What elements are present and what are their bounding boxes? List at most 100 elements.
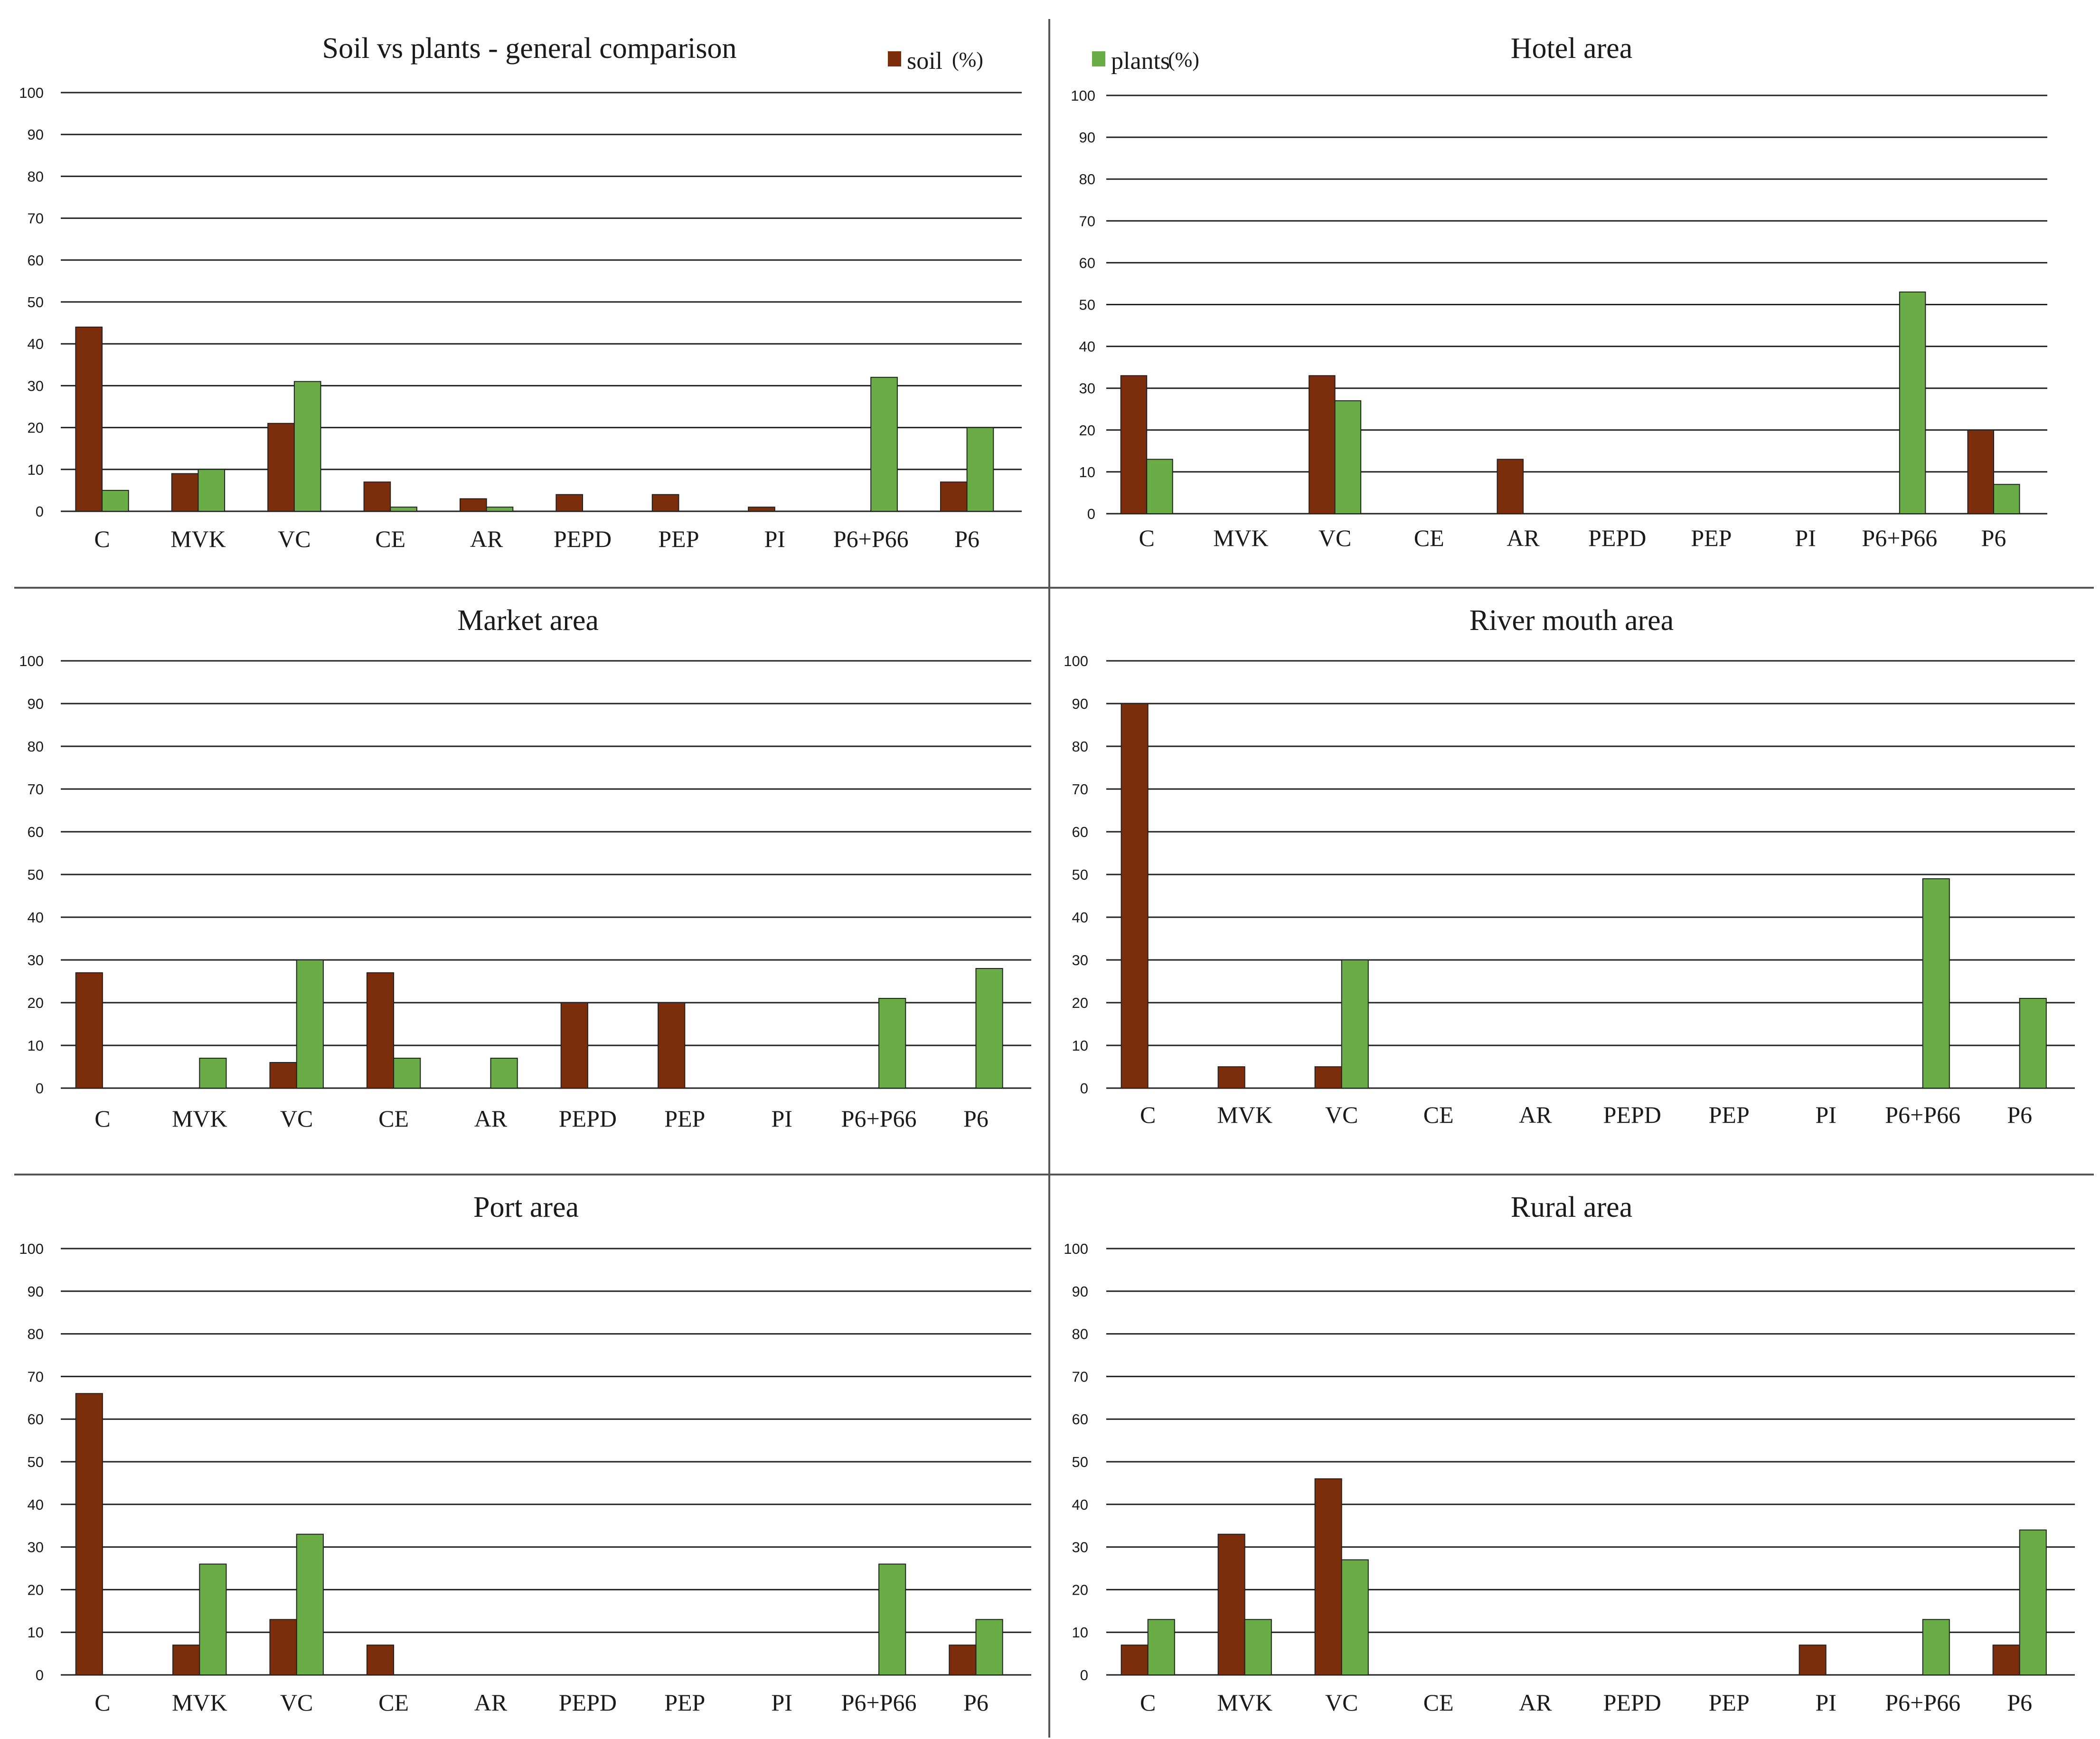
y-tick-label: 60 <box>28 1411 44 1428</box>
y-tick-label: 20 <box>28 1581 44 1598</box>
y-tick-label: 60 <box>28 824 44 840</box>
x-category-label: P6 <box>2007 1689 2032 1716</box>
plants-bar <box>486 507 514 512</box>
x-category-label: P6 <box>963 1105 989 1132</box>
y-tick-label: 100 <box>1064 1241 1088 1257</box>
x-category-label: C <box>1139 525 1155 551</box>
x-category-label: PEP <box>1709 1689 1750 1716</box>
soil-bar <box>1967 429 1995 514</box>
y-tick-label: 40 <box>1079 338 1095 355</box>
soil-bar <box>171 473 199 512</box>
soil-bar <box>651 494 679 512</box>
y-tick-label: 20 <box>28 995 44 1011</box>
y-tick-label: 70 <box>1072 781 1088 798</box>
x-category-label: PEPD <box>554 526 612 552</box>
y-tick-label: 80 <box>1079 171 1095 188</box>
x-category-label: MVK <box>172 1105 227 1132</box>
x-category-label: CE <box>378 1105 409 1132</box>
soil-bar <box>459 498 487 512</box>
x-category-label: MVK <box>1217 1689 1272 1716</box>
chart-panel: Hotel area 0 10 20 30 40 50 60 70 80 90 100 C MVK VC CE… <box>1071 32 2047 551</box>
soil-bar <box>1217 1533 1245 1675</box>
y-tick-label: 10 <box>28 1624 44 1641</box>
y-tick-label: 80 <box>1072 738 1088 755</box>
y-tick-label: 30 <box>1079 380 1095 397</box>
y-tick-label: 80 <box>28 1326 44 1343</box>
y-tick-label: 50 <box>28 294 44 310</box>
plants-bar <box>1993 484 2020 515</box>
x-category-label: P6+P66 <box>841 1689 917 1716</box>
chart-title: Market area <box>457 604 599 637</box>
chart-panel: Soil vs plants - general comparison 0 10 20… <box>19 32 1022 552</box>
x-category-label: AR <box>1519 1101 1552 1128</box>
chart-panel: Port area 0 10 20 30 40 50 60 70 80 90 100 C MVK VC CE A… <box>19 1191 1031 1716</box>
y-tick-label: 90 <box>28 1283 44 1300</box>
x-category-label: C <box>1140 1101 1156 1128</box>
soil-bar <box>1121 703 1149 1089</box>
y-tick-label: 10 <box>1072 1624 1088 1641</box>
y-tick-label: 40 <box>28 1496 44 1513</box>
plants-bar <box>1922 1619 1950 1676</box>
y-tick-label: 30 <box>1072 952 1088 968</box>
y-tick-label: 90 <box>28 696 44 712</box>
plants-bar <box>1334 400 1362 514</box>
x-category-label: PEPD <box>1588 525 1646 551</box>
x-category-label: PEP <box>664 1105 705 1132</box>
x-category-label: VC <box>280 1105 313 1132</box>
soil-bar <box>1309 375 1336 515</box>
x-category-label: P6+P66 <box>1885 1689 1960 1716</box>
x-category-label: CE <box>1423 1689 1454 1716</box>
y-tick-label: 40 <box>1072 1496 1088 1513</box>
soil-bar <box>748 507 775 512</box>
y-tick-label: 70 <box>28 1368 44 1385</box>
y-tick-label: 90 <box>1079 129 1095 146</box>
plants-bar <box>878 1563 906 1676</box>
x-category-label: AR <box>474 1105 508 1132</box>
chart-title: River mouth area <box>1469 604 1674 637</box>
soil-bar <box>269 1619 297 1676</box>
y-tick-label: 80 <box>1072 1326 1088 1343</box>
y-tick-label: 90 <box>1072 696 1088 712</box>
plants-bar <box>1922 878 1950 1089</box>
plants-bar <box>1341 959 1369 1089</box>
y-tick-label: 100 <box>19 85 44 101</box>
y-tick-label: 60 <box>1072 1411 1088 1428</box>
soil-bar <box>1992 1645 2020 1675</box>
x-category-label: PEPD <box>559 1689 617 1716</box>
x-category-label: P6 <box>963 1689 989 1716</box>
legend-soil-swatch <box>888 51 901 66</box>
soil-bar <box>363 481 391 512</box>
legend: soil (%) plants (%) <box>888 47 1199 75</box>
soil-bar <box>658 1002 686 1089</box>
legend-plants-unit: (%) <box>1168 48 1199 71</box>
x-category-label: PEP <box>664 1689 705 1716</box>
soil-bar <box>560 1002 588 1089</box>
y-tick-label: 40 <box>28 336 44 352</box>
x-category-label: VC <box>1318 525 1351 551</box>
x-category-label: VC <box>280 1689 313 1716</box>
plants-bar <box>199 1563 227 1676</box>
x-category-label: MVK <box>172 1689 227 1716</box>
soil-bar <box>1314 1066 1342 1089</box>
plants-bar <box>878 998 906 1089</box>
chart-title: Port area <box>473 1191 579 1223</box>
y-tick-label: 70 <box>1072 1368 1088 1385</box>
y-tick-label: 60 <box>28 252 44 269</box>
y-tick-label: 50 <box>1072 866 1088 883</box>
plants-bar <box>390 507 417 512</box>
y-tick-label: 30 <box>28 1539 44 1556</box>
soil-bar <box>1314 1478 1342 1675</box>
x-category-label: CE <box>378 1689 409 1716</box>
x-category-label: P6 <box>954 526 979 552</box>
plants-bar <box>296 1533 324 1675</box>
y-tick-label: 80 <box>28 168 44 185</box>
plants-bar <box>966 427 994 512</box>
x-category-label: AR <box>474 1689 508 1716</box>
x-category-label: PEP <box>1691 525 1732 551</box>
y-tick-label: 60 <box>1072 824 1088 840</box>
y-tick-label: 40 <box>1072 909 1088 926</box>
chart-panels: Soil vs plants - general comparison 0 10 20… <box>19 32 2075 1716</box>
plants-bar <box>2019 998 2047 1089</box>
x-category-label: VC <box>278 526 311 552</box>
